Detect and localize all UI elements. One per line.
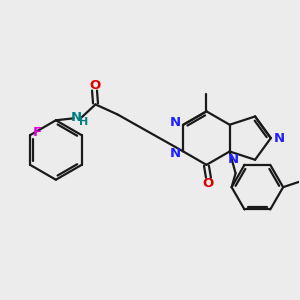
Text: N: N (274, 132, 285, 145)
Text: H: H (79, 117, 88, 127)
Text: N: N (228, 153, 239, 166)
Text: O: O (89, 79, 100, 92)
Text: N: N (170, 116, 181, 129)
Text: O: O (203, 177, 214, 190)
Text: F: F (32, 126, 42, 139)
Text: N: N (71, 111, 82, 124)
Text: N: N (170, 147, 181, 160)
